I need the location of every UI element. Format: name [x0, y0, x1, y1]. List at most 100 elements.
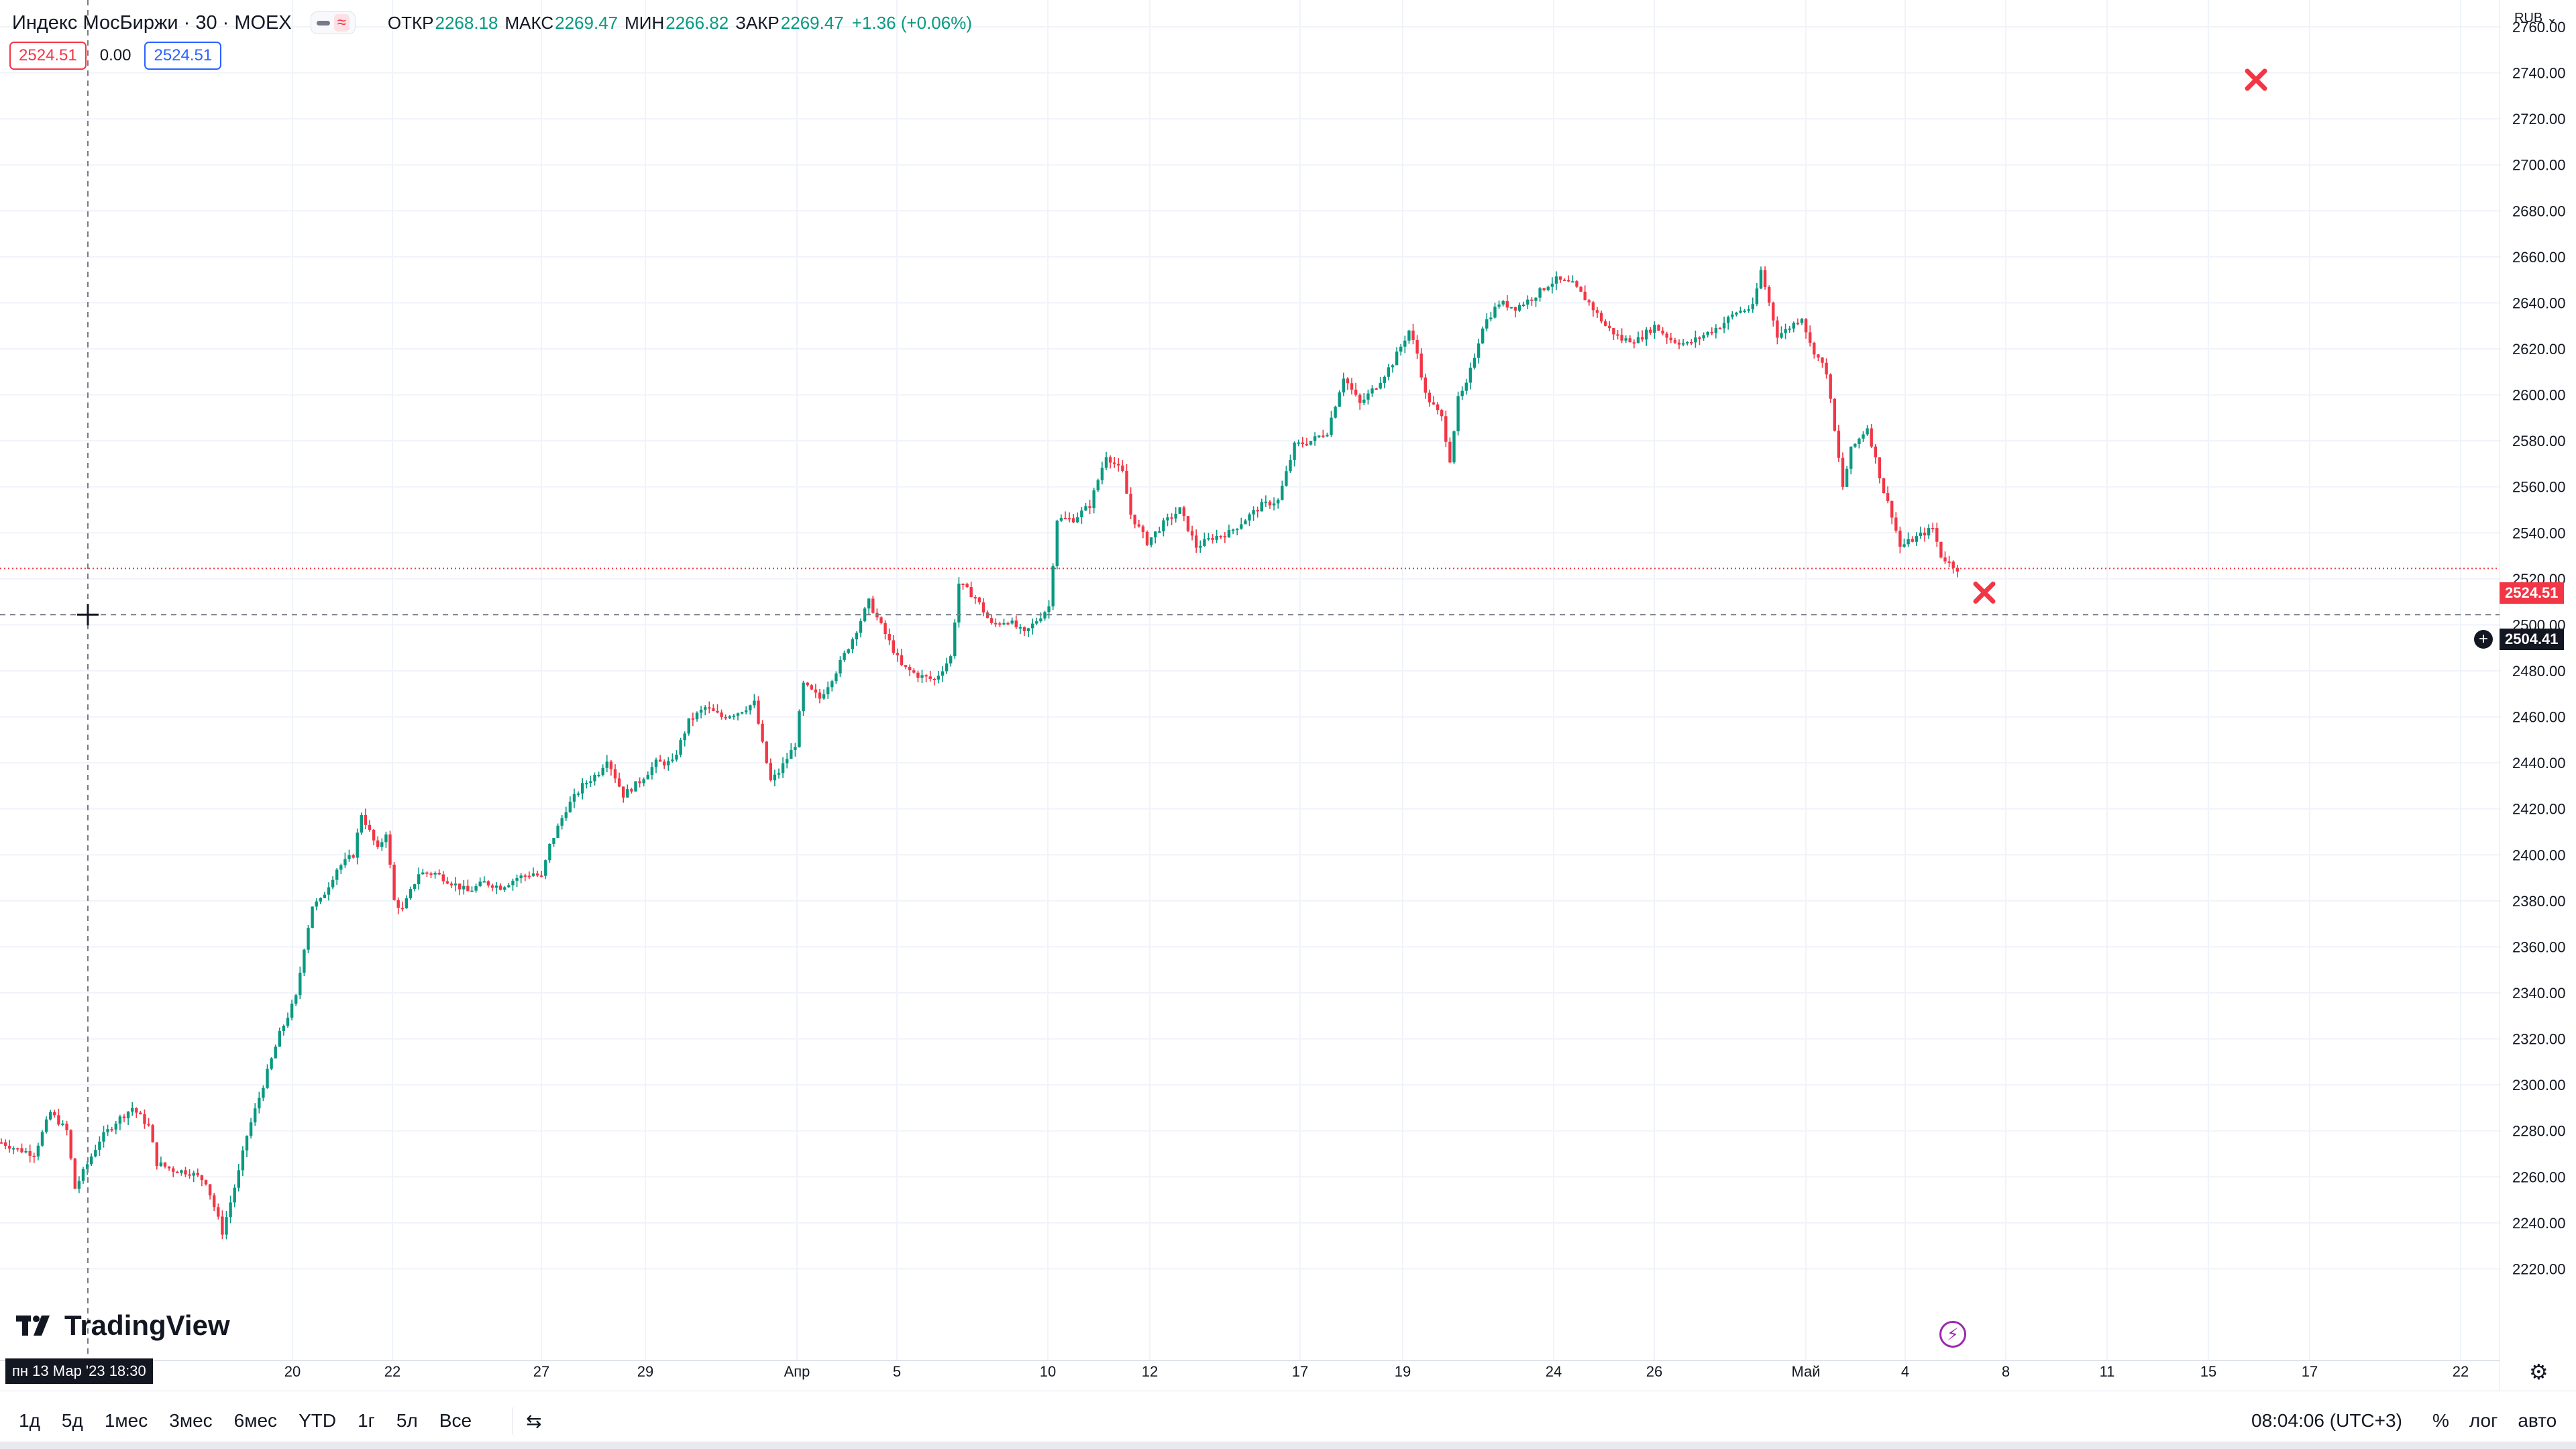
- candle-body: [245, 1136, 249, 1150]
- price-tick-label: 2700.00: [2512, 157, 2566, 174]
- cross-marker[interactable]: [1973, 581, 1996, 604]
- candle-body: [1268, 501, 1272, 506]
- buy-button[interactable]: 2524.51: [144, 42, 222, 70]
- candle-body: [1911, 539, 1914, 542]
- candle-body: [1305, 443, 1309, 445]
- candle-body: [36, 1145, 40, 1157]
- cross-marker[interactable]: [2245, 68, 2267, 91]
- candle-body: [1121, 465, 1124, 471]
- price-tick-label: 2580.00: [2512, 433, 2566, 449]
- candle-body: [1223, 536, 1227, 538]
- candle-body: [466, 885, 470, 892]
- candle-body: [859, 621, 863, 633]
- candle-body: [1289, 460, 1292, 472]
- candle-body: [1481, 328, 1485, 344]
- gear-icon[interactable]: ⚙: [2529, 1360, 2548, 1384]
- candle-body: [1862, 434, 1865, 439]
- candle-body: [609, 761, 613, 769]
- candle-body: [981, 602, 985, 613]
- candle-body: [704, 707, 707, 710]
- open-label: ОТКР: [387, 12, 434, 33]
- range-all[interactable]: Все: [439, 1410, 472, 1431]
- candle-body: [1923, 532, 1927, 536]
- price-tick-label: 2220.00: [2512, 1260, 2566, 1277]
- candle-body: [1485, 319, 1489, 329]
- candle-body: [1583, 291, 1587, 301]
- candle-body: [822, 694, 826, 699]
- range-5y[interactable]: 5л: [396, 1410, 418, 1431]
- candle-body: [1718, 327, 1722, 329]
- candle-body: [28, 1150, 32, 1156]
- candle-body: [204, 1180, 208, 1185]
- range-6m[interactable]: 6мес: [233, 1410, 278, 1431]
- candle-body: [1014, 620, 1018, 628]
- candle-body: [871, 598, 875, 613]
- auto-toggle[interactable]: авто: [2518, 1410, 2557, 1431]
- candle-body: [1330, 417, 1333, 435]
- time-tick-label: 22: [2453, 1363, 2469, 1380]
- legend-toggle-pill[interactable]: ≈: [310, 11, 356, 34]
- candle-body: [1293, 442, 1296, 460]
- price-tick-label: 2540.00: [2512, 525, 2566, 541]
- candle-body: [1117, 464, 1120, 466]
- candle-body: [1776, 320, 1779, 338]
- goto-date-icon[interactable]: ⇆: [512, 1406, 549, 1436]
- candle-body: [708, 707, 711, 709]
- time-tick-label: Май: [1791, 1363, 1820, 1380]
- candle-body: [1882, 478, 1886, 494]
- range-1y[interactable]: 1г: [358, 1410, 375, 1431]
- candle-body: [20, 1148, 23, 1152]
- price-tick-label: 2560.00: [2512, 479, 2566, 496]
- range-1m[interactable]: 1мес: [104, 1410, 148, 1431]
- candle-body: [507, 885, 511, 888]
- candle-body: [1763, 270, 1767, 288]
- time-tick-label: 27: [533, 1363, 549, 1380]
- candle-body: [196, 1173, 199, 1176]
- add-alert-plus-icon[interactable]: +: [2474, 630, 2493, 649]
- tradingview-logo[interactable]: TradingView: [16, 1309, 230, 1342]
- last-price-tag: 2524.51: [2500, 582, 2564, 604]
- price-tick-label: 2460.00: [2512, 709, 2566, 726]
- sell-button[interactable]: 2524.51: [9, 42, 87, 70]
- range-3m[interactable]: 3мес: [169, 1410, 213, 1431]
- candle-body: [728, 716, 731, 718]
- candle-body: [1686, 342, 1689, 344]
- candle-body: [1252, 510, 1255, 515]
- candle-body: [1100, 468, 1104, 480]
- currency-selector[interactable]: RUB ⌄: [2514, 11, 2558, 25]
- clock[interactable]: 08:04:06 (UTC+3): [2251, 1410, 2402, 1431]
- range-5d[interactable]: 5д: [61, 1410, 83, 1431]
- candle-body: [102, 1132, 105, 1142]
- candle-body: [1546, 286, 1550, 290]
- candle-body: [294, 995, 298, 1004]
- symbol-title[interactable]: Индекс МосБиржи · 30 · MOEX: [12, 11, 292, 34]
- percent-toggle[interactable]: %: [2432, 1410, 2449, 1431]
- range-ytd[interactable]: YTD: [299, 1410, 337, 1431]
- candle-body: [945, 663, 949, 672]
- compare-wave-icon[interactable]: ≈: [333, 14, 350, 32]
- candle-body: [1792, 323, 1795, 329]
- horizontal-scrollbar[interactable]: [0, 1442, 2576, 1449]
- eye-icon[interactable]: [316, 20, 330, 25]
- candle-body: [368, 824, 372, 830]
- high-label: МАКС: [504, 12, 554, 33]
- candle-body: [49, 1112, 52, 1120]
- candle-body: [1743, 310, 1746, 312]
- candle-body: [1907, 539, 1910, 545]
- candle-body: [1505, 301, 1509, 308]
- candle-body: [1248, 514, 1251, 521]
- candle-body: [1493, 307, 1497, 318]
- candle-body: [315, 901, 318, 907]
- lightning-icon[interactable]: ⚡: [1939, 1321, 1966, 1348]
- candle-body: [531, 873, 535, 876]
- candle-body: [745, 710, 748, 712]
- candle-body: [646, 775, 649, 780]
- candle-body: [159, 1162, 163, 1167]
- candle-body: [1542, 288, 1546, 290]
- log-toggle[interactable]: лог: [2469, 1410, 2498, 1431]
- candle-body: [642, 779, 645, 784]
- range-1d[interactable]: 1д: [19, 1410, 40, 1431]
- candle-body: [1047, 606, 1051, 612]
- candle-body: [1256, 510, 1259, 512]
